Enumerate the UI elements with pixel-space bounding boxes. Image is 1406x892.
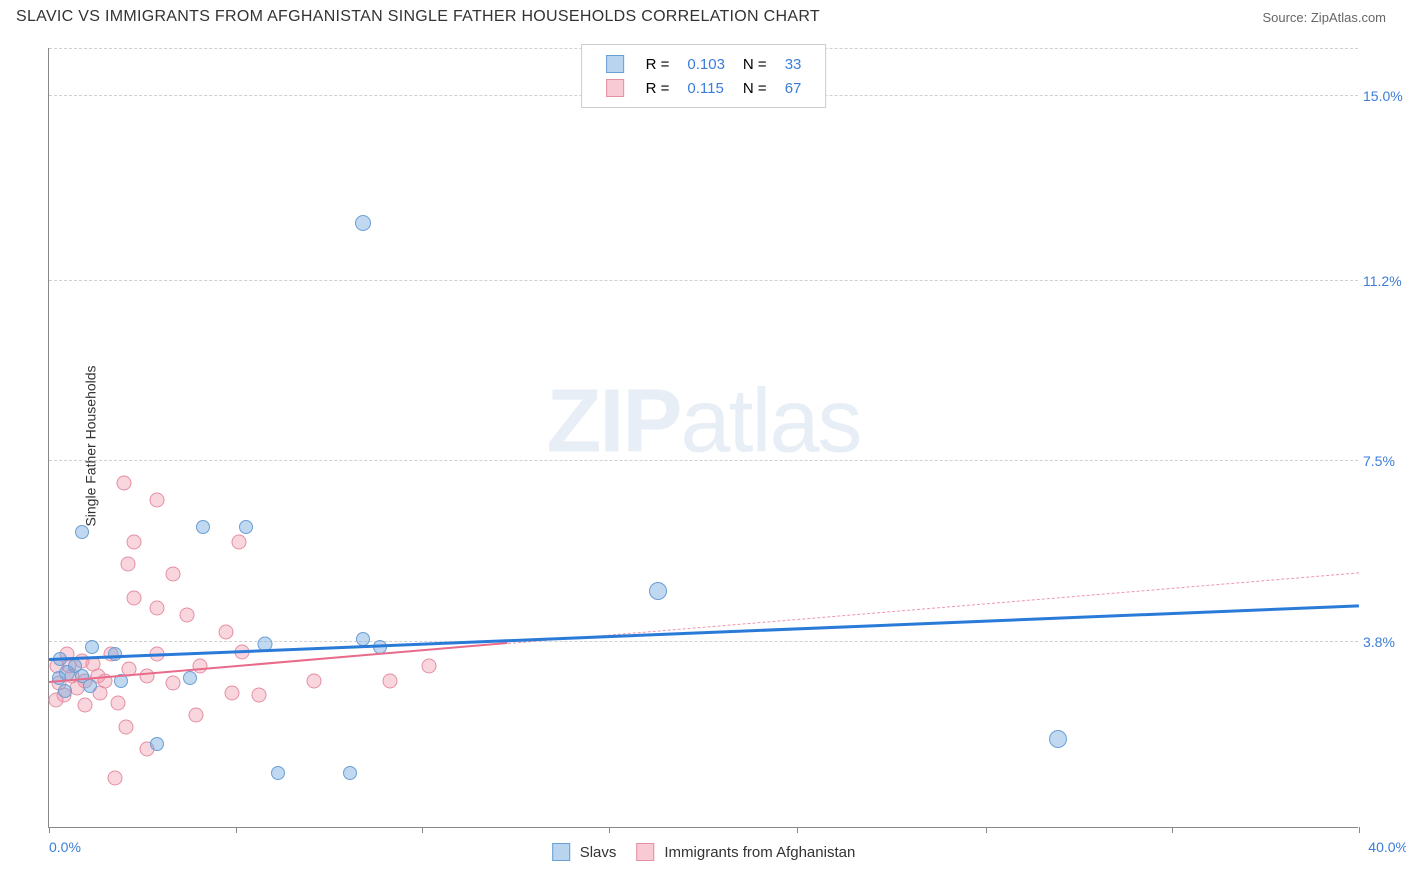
- data-point: [150, 737, 164, 751]
- trend-line: [49, 605, 1359, 662]
- y-tick-label: 3.8%: [1363, 634, 1406, 650]
- data-point: [108, 647, 122, 661]
- legend-swatch: [606, 55, 624, 73]
- series-legend: Slavs Immigrants from Afghanistan: [552, 843, 856, 861]
- x-tick: [236, 827, 237, 833]
- data-point: [225, 685, 240, 700]
- data-point: [150, 600, 165, 615]
- data-point: [120, 556, 135, 571]
- r-label: R =: [638, 53, 678, 75]
- x-tick: [1359, 827, 1360, 833]
- data-point: [343, 766, 357, 780]
- data-point: [118, 720, 133, 735]
- x-tick: [49, 827, 50, 833]
- data-point: [127, 590, 142, 605]
- chart-header: SLAVIC VS IMMIGRANTS FROM AFGHANISTAN SI…: [0, 0, 1406, 32]
- x-tick: [609, 827, 610, 833]
- legend-item: Immigrants from Afghanistan: [636, 843, 855, 861]
- data-point: [52, 671, 66, 685]
- x-tick: [797, 827, 798, 833]
- data-point: [166, 676, 181, 691]
- data-point: [166, 566, 181, 581]
- data-point: [117, 476, 132, 491]
- data-point: [1049, 730, 1067, 748]
- data-point: [189, 707, 204, 722]
- y-tick-label: 7.5%: [1363, 453, 1406, 469]
- data-point: [140, 668, 155, 683]
- r-value: 0.115: [679, 77, 733, 99]
- x-tick: [422, 827, 423, 833]
- n-label: N =: [735, 77, 775, 99]
- data-point: [382, 673, 397, 688]
- n-label: N =: [735, 53, 775, 75]
- data-point: [231, 534, 246, 549]
- data-point: [75, 525, 89, 539]
- r-label: R =: [638, 77, 678, 99]
- data-point: [107, 771, 122, 786]
- y-tick-label: 11.2%: [1363, 273, 1406, 289]
- x-min-label: 0.0%: [49, 839, 81, 855]
- data-point: [83, 679, 97, 693]
- legend-item: Slavs: [552, 843, 617, 861]
- x-max-label: 40.0%: [1368, 839, 1406, 855]
- data-point: [649, 582, 667, 600]
- chart-title: SLAVIC VS IMMIGRANTS FROM AFGHANISTAN SI…: [16, 8, 820, 26]
- legend-label: Immigrants from Afghanistan: [664, 844, 855, 861]
- x-tick: [1172, 827, 1173, 833]
- data-point: [271, 766, 285, 780]
- data-point: [239, 520, 253, 534]
- n-value: 33: [777, 53, 810, 75]
- legend-swatch: [552, 843, 570, 861]
- n-value: 67: [777, 77, 810, 99]
- data-point: [85, 640, 99, 654]
- data-point: [196, 520, 210, 534]
- scatter-plot: [49, 48, 1358, 827]
- legend-swatch: [636, 843, 654, 861]
- x-tick: [986, 827, 987, 833]
- data-point: [179, 607, 194, 622]
- y-tick-label: 15.0%: [1363, 88, 1406, 104]
- data-point: [421, 659, 436, 674]
- data-point: [150, 493, 165, 508]
- data-point: [78, 698, 93, 713]
- data-point: [355, 215, 371, 231]
- correlation-legend: R =0.103N =33 R =0.115N =67: [581, 44, 827, 108]
- data-point: [192, 659, 207, 674]
- data-point: [58, 684, 72, 698]
- chart-plot-area: ZIPatlas 3.8%7.5%11.2%15.0% R =0.103N =3…: [48, 48, 1358, 828]
- legend-swatch: [606, 79, 624, 97]
- r-value: 0.103: [679, 53, 733, 75]
- data-point: [183, 671, 197, 685]
- legend-label: Slavs: [580, 844, 617, 861]
- source-label: Source: ZipAtlas.com: [1262, 10, 1386, 25]
- data-point: [218, 625, 233, 640]
- data-point: [307, 673, 322, 688]
- data-point: [127, 534, 142, 549]
- data-point: [251, 688, 266, 703]
- data-point: [110, 695, 125, 710]
